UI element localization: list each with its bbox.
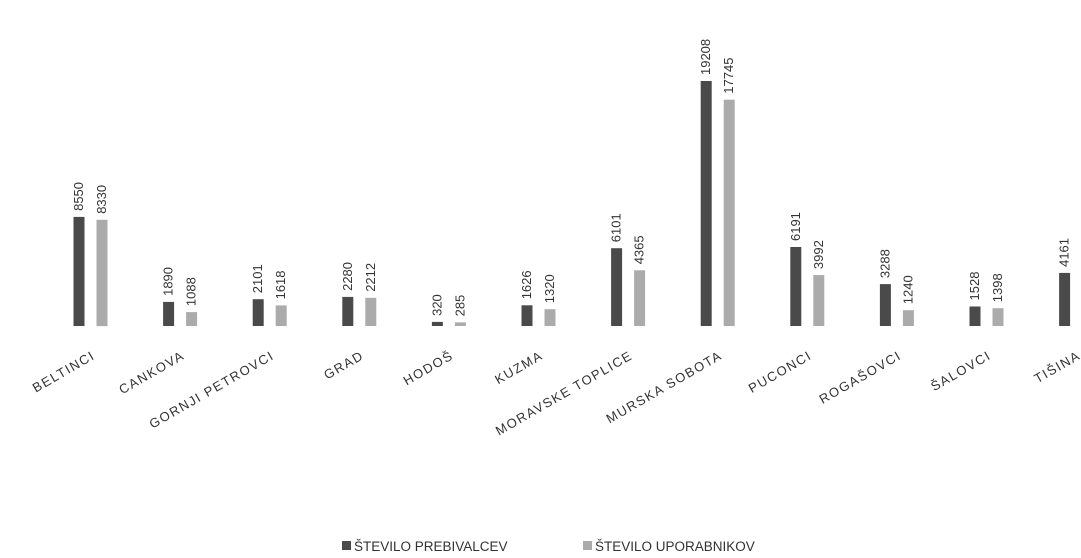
bar-prebivalcev-12 [1059, 272, 1071, 326]
bar-prebivalcev-7 [611, 248, 623, 326]
bar-uporabnikov-11 [992, 308, 1004, 326]
value-label: 6101 [609, 213, 624, 242]
bar-uporabnikov-5 [454, 322, 466, 326]
bar-uporabnikov-8 [723, 99, 735, 326]
bar-uporabnikov-10 [902, 310, 914, 326]
value-label: 285 [452, 295, 467, 317]
value-label: 4365 [632, 235, 647, 264]
legend: ŠTEVILO PREBIVALCEV ŠTEVILO UPORABNIKOV [342, 539, 755, 554]
value-label: 8330 [94, 185, 109, 214]
value-label: 1626 [519, 270, 534, 299]
value-label: 1618 [273, 270, 288, 299]
category-label: ROGAŠOVCI [817, 348, 904, 407]
bar-uporabnikov-6 [544, 309, 556, 326]
bar-prebivalcev-11 [969, 306, 981, 326]
value-labels-group: 8550 8330 1890 1088 2101 1618 2280 2212 320 285 16… [71, 39, 1072, 317]
bar-uporabnikov-2 [186, 312, 198, 326]
category-label: BELTINCI [30, 348, 98, 396]
value-label: 3992 [811, 240, 826, 269]
bar-prebivalcev-2 [163, 301, 175, 326]
bar-uporabnikov-1 [96, 219, 108, 327]
value-label: 1398 [990, 273, 1005, 302]
value-label: 3288 [877, 249, 892, 278]
legend-label-uporabnikov: ŠTEVILO UPORABNIKOV [595, 539, 755, 554]
bar-prebivalcev-3 [252, 299, 264, 326]
category-label: CANKOVA [116, 348, 187, 398]
category-label: HODOŠ [401, 348, 456, 389]
bar-prebivalcev-10 [879, 284, 891, 326]
value-label: 19208 [698, 39, 713, 75]
value-label: 2280 [340, 262, 355, 291]
value-label: 1528 [967, 272, 982, 301]
category-label: GRAD [321, 348, 366, 383]
legend-swatch-uporabnikov [583, 541, 592, 550]
bar-prebivalcev-9 [790, 247, 802, 326]
value-label: 1320 [542, 274, 557, 303]
bar-uporabnikov-4 [365, 297, 377, 326]
bar-prebivalcev-6 [521, 305, 533, 326]
value-label: 6191 [788, 212, 803, 241]
category-label: PUCONCI [746, 348, 815, 396]
value-label: 2212 [363, 263, 378, 292]
bar-uporabnikov-3 [275, 305, 287, 326]
category-label: ŠALOVCI [928, 348, 993, 394]
value-label: 1890 [161, 267, 176, 296]
value-label: 8550 [71, 182, 86, 211]
bar-prebivalcev-8 [700, 81, 712, 326]
value-label: 4161 [1057, 238, 1072, 267]
bar-uporabnikov-9 [813, 275, 825, 326]
bar-prebivalcev-4 [342, 296, 354, 326]
value-label: 320 [429, 294, 444, 316]
bar-prebivalcev-5 [431, 321, 443, 326]
value-label: 2101 [250, 264, 265, 293]
value-label: 1240 [900, 275, 915, 304]
category-label: KUZMA [492, 348, 545, 387]
bar-prebivalcev-1 [73, 216, 85, 326]
value-label: 17745 [721, 58, 736, 94]
legend-label-prebivalcev: ŠTEVILO PREBIVALCEV [354, 539, 508, 554]
legend-swatch-prebivalcev [342, 541, 351, 550]
value-label: 1088 [184, 277, 199, 306]
category-label: TIŠINA [1032, 348, 1081, 386]
bars-group [73, 81, 1071, 327]
bar-uporabnikov-7 [634, 270, 646, 326]
